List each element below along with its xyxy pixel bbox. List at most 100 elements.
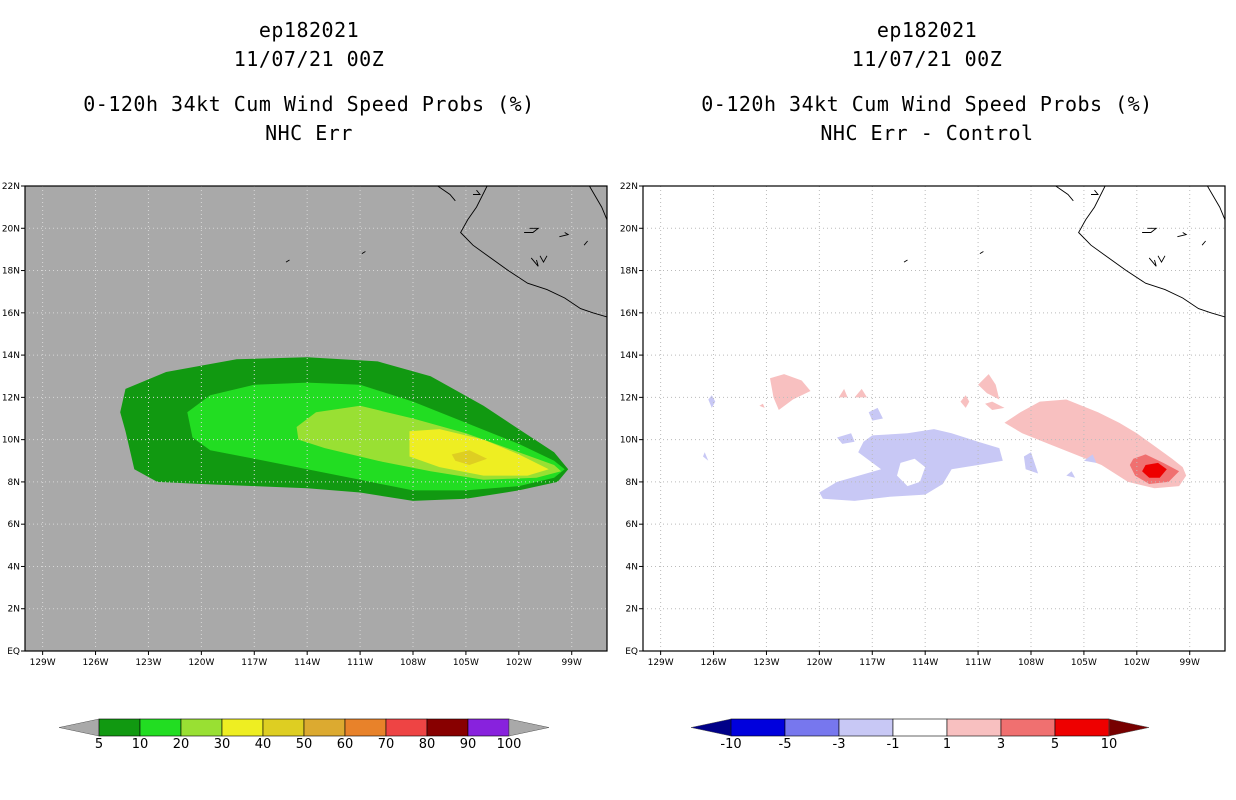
left-colorbar-label-70: 70 [378, 737, 395, 752]
left-xtick-label-129W: 129W [30, 658, 56, 668]
left-ytick-label-22N: 22N [2, 182, 20, 192]
left-xtick-label-117W: 117W [241, 658, 267, 668]
left-subtitle: NHC Err [265, 121, 353, 145]
left-ytick-label-12N: 12N [2, 393, 20, 403]
right-xtick-label-129W: 129W [648, 658, 674, 668]
left-contour-40-50-4 [451, 450, 488, 465]
left-colorbar-label-40: 40 [255, 737, 272, 752]
left-ytick-label-18N: 18N [2, 267, 20, 277]
left-colorbar-label-20: 20 [173, 737, 190, 752]
left-ytick-label-10N: 10N [2, 436, 20, 446]
right-subtitle: NHC Err - Control [820, 121, 1034, 145]
right-contour--3--1-11 [837, 433, 855, 444]
right-ytick-label-EQ: EQ [625, 647, 638, 657]
left-xtick-label-123W: 123W [135, 658, 161, 668]
left-colorbar-label-30: 30 [214, 737, 231, 752]
left-coastline-gulf [589, 186, 607, 220]
left-ytick-label-6N: 6N [8, 520, 20, 530]
left-colorbar-swatch-4 [262, 718, 305, 737]
right-xtick-label-108W: 108W [1018, 658, 1044, 668]
left-island-0 [473, 189, 481, 195]
right-ytick-label-16N: 16N [620, 309, 638, 319]
right-ytick-label-6N: 6N [626, 520, 638, 530]
right-colorbar-label--10: -10 [720, 737, 741, 752]
right-ytick-label-10N: 10N [620, 436, 638, 446]
left-colorbar-label-50: 50 [296, 737, 313, 752]
right-grid [643, 186, 1225, 651]
right-colorbar-swatch-0 [730, 718, 786, 737]
left-colorbar-swatch-7 [385, 718, 428, 737]
right-colorbar-label-10: 10 [1101, 737, 1118, 752]
left-colorbar-swatch-3 [221, 718, 264, 737]
right-panel: ep182021 11/07/21 00Z 0-120h 34kt Cum Wi… [618, 0, 1236, 800]
left-xtick-label-114W: 114W [294, 658, 320, 668]
right-colorbar-under-arrow [690, 718, 732, 737]
right-colorbar-swatch-5 [1000, 718, 1056, 737]
left-ytick-label-4N: 4N [8, 562, 20, 572]
right-xtick-label-120W: 120W [806, 658, 832, 668]
left-contours [120, 357, 569, 501]
right-colorbar-swatch-3 [892, 718, 948, 737]
right-contour-1-3-5 [759, 403, 765, 408]
right-xtick-label-114W: 114W [912, 658, 938, 668]
right-colorbar-swatch-4 [946, 718, 1002, 737]
left-ytick-label-EQ: EQ [7, 647, 20, 657]
right-contour-1-3-1 [978, 374, 1000, 400]
left-map-frame [24, 185, 608, 652]
right-map-background [643, 186, 1225, 651]
right-colorbar-over-arrow [1108, 718, 1150, 737]
right-island-3 [1157, 255, 1166, 264]
right-contour-1-3-0 [770, 374, 811, 410]
left-title-block: ep182021 11/07/21 00Z 0-120h 34kt Cum Wi… [0, 16, 618, 148]
right-datetime: 11/07/21 00Z [851, 47, 1003, 71]
left-colorbar-label-60: 60 [337, 737, 354, 752]
left-xtick-label-99W: 99W [562, 658, 582, 668]
left-product-title: 0-120h 34kt Cum Wind Speed Probs (%) [83, 92, 535, 116]
left-colorbar-swatch-6 [344, 718, 387, 737]
right-coastline-gulf [1207, 186, 1225, 220]
right-contour--3--1-17 [1066, 471, 1076, 478]
right-colorbar-label--3: -3 [833, 737, 846, 752]
left-coastline-baja [437, 186, 456, 202]
right-colorbar-swatch-1 [784, 718, 840, 737]
left-datetime: 11/07/21 00Z [233, 47, 385, 71]
right-island-1 [1142, 227, 1158, 233]
left-island-1 [524, 227, 540, 233]
left-colorbar: 5 10 20 30 40 50 60 70 80 90 100 [58, 718, 550, 752]
right-colorbar: -10 -5 -3 -1 1 3 5 10 [690, 718, 1150, 752]
right-product-title: 0-120h 34kt Cum Wind Speed Probs (%) [701, 92, 1153, 116]
left-island-6 [361, 251, 366, 254]
right-coastline-mexico [1078, 186, 1225, 318]
right-ytick-label-12N: 12N [620, 393, 638, 403]
left-xtick-label-126W: 126W [83, 658, 109, 668]
right-ytick-label-18N: 18N [620, 267, 638, 277]
left-grid [25, 186, 607, 651]
left-xtick-label-108W: 108W [400, 658, 426, 668]
left-colorbar-swatch-9 [467, 718, 510, 737]
left-colorbar-label-10: 10 [132, 737, 149, 752]
left-xtick-label-111W: 111W [347, 658, 373, 668]
left-colorbar-label-90: 90 [460, 737, 477, 752]
left-ytick-label-14N: 14N [2, 351, 20, 361]
right-ytick-label-20N: 20N [620, 224, 638, 234]
right-coastline [903, 186, 1225, 318]
right-contour--3--1-12 [868, 407, 883, 421]
right-contour-1-3-7 [960, 395, 970, 408]
left-colorbar-label-5: 5 [95, 737, 103, 752]
right-contour-1-3-4 [854, 388, 867, 398]
right-xtick-label-102W: 102W [1124, 658, 1150, 668]
left-xtick-label-120W: 120W [188, 658, 214, 668]
right-title-block: ep182021 11/07/21 00Z 0-120h 34kt Cum Wi… [618, 16, 1236, 148]
left-xtick-label-102W: 102W [506, 658, 532, 668]
right-colorbar-label--1: -1 [887, 737, 900, 752]
left-colorbar-swatch-5 [303, 718, 346, 737]
right-colorbar-swatch-2 [838, 718, 894, 737]
right-island-0 [1091, 189, 1099, 195]
left-colorbar-label-100: 100 [497, 737, 522, 752]
right-xtick-label-123W: 123W [753, 658, 779, 668]
left-ytick-label-8N: 8N [8, 478, 20, 488]
right-map: 129W 126W 123W 120W 117W 114W 111W 108W 105W 102W… [620, 182, 1226, 752]
left-map: 129W 126W 123W 120W 117W 114W 111W 108W 105W 102W… [2, 182, 608, 752]
right-island-6 [979, 251, 984, 254]
left-panel: ep182021 11/07/21 00Z 0-120h 34kt Cum Wi… [0, 16, 618, 752]
